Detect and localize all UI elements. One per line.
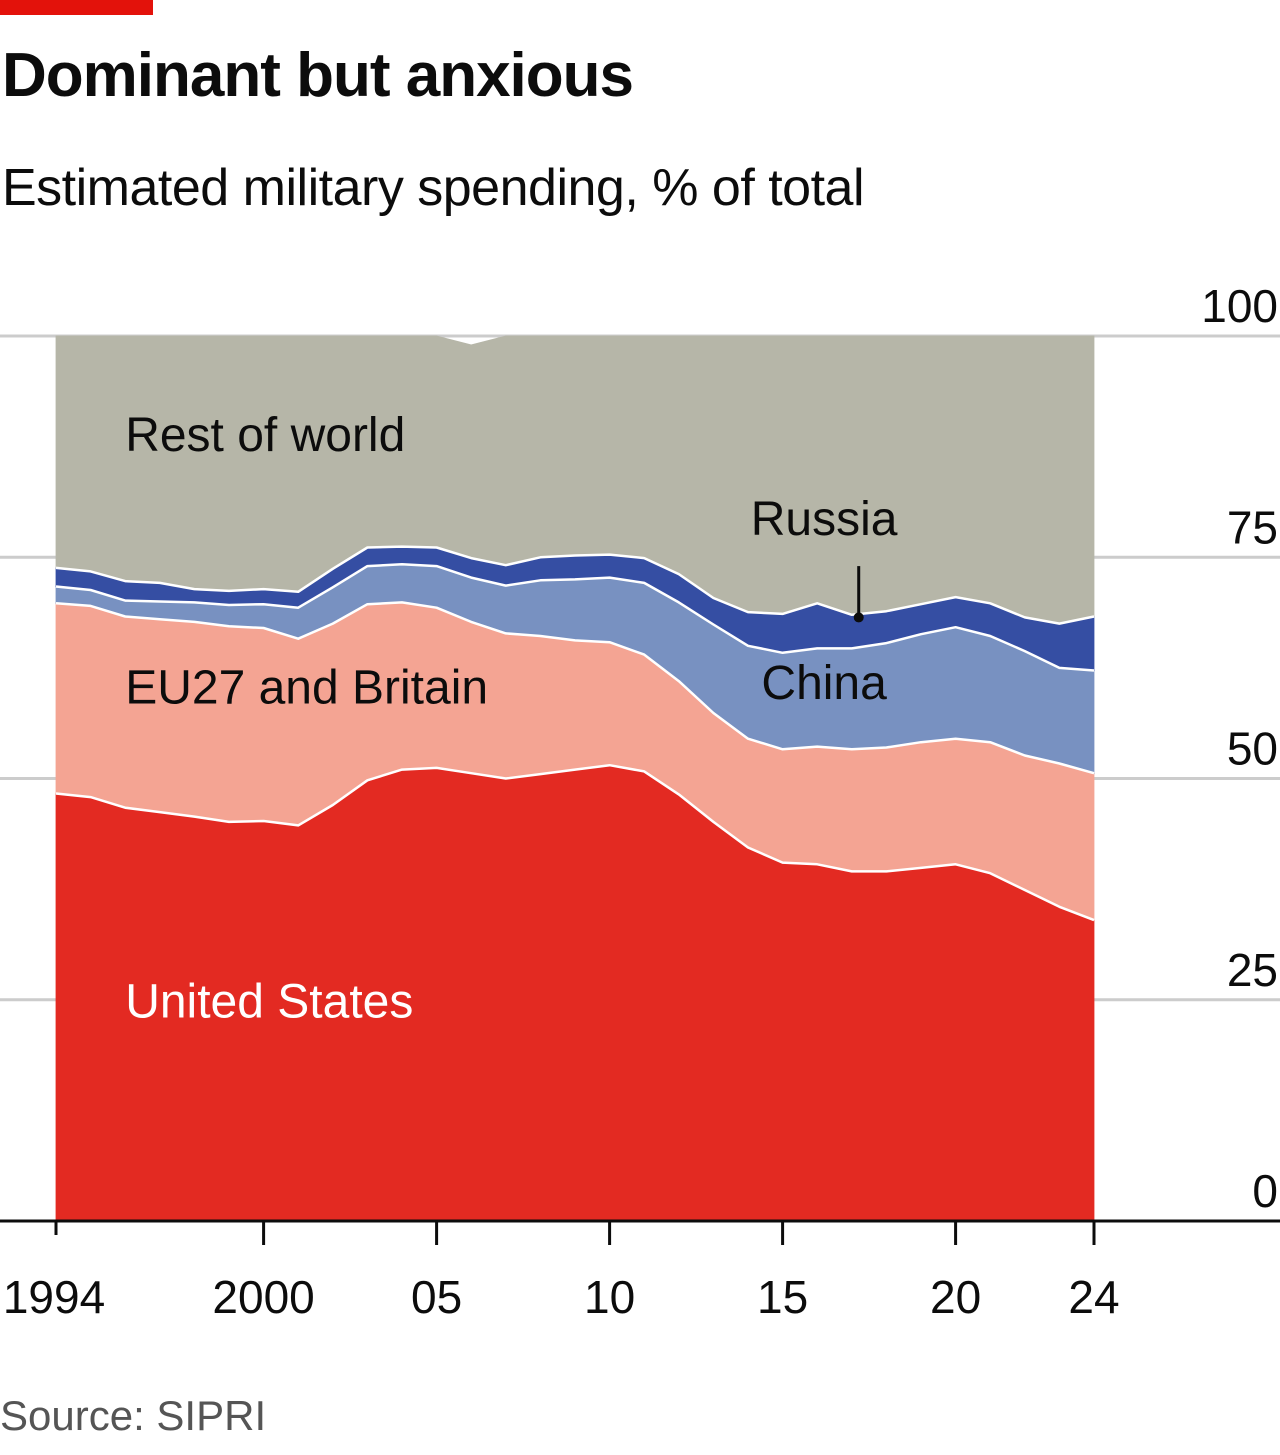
x-tick-label-2000: 2000 <box>212 1271 314 1323</box>
y-axis-ticks: 0 25 50 75 100 <box>1201 280 1278 1217</box>
y-tick-label-25: 25 <box>1227 944 1278 996</box>
boundary-top-russia <box>55 545 1095 625</box>
x-tick-label-1994: 1994 <box>3 1271 105 1323</box>
x-tick-label-2020: 20 <box>930 1271 981 1323</box>
y-tick-label-0: 0 <box>1252 1165 1278 1217</box>
boundary-top-united-states <box>55 763 1095 922</box>
x-tick-label-2010: 10 <box>584 1271 635 1323</box>
y-tick-label-100: 100 <box>1201 280 1278 332</box>
x-tick-label-2024: 24 <box>1068 1271 1119 1323</box>
area-layer <box>55 335 1095 1222</box>
brand-tag <box>0 0 153 15</box>
chart-title: Dominant but anxious <box>2 41 634 110</box>
label-eu27-and-britain: EU27 and Britain <box>125 661 488 714</box>
source-note: Source: SIPRI <box>0 1392 267 1439</box>
series-boundaries <box>55 545 1095 922</box>
y-tick-label-50: 50 <box>1227 723 1278 775</box>
label-united-states: United States <box>125 975 413 1028</box>
chart-subtitle: Estimated military spending, % of total <box>2 159 865 217</box>
series-labels: Rest of world EU27 and Britain China Russia… <box>125 409 898 1028</box>
boundary-top-eu27-and-britain <box>55 601 1095 775</box>
x-axis: 1994 2000 05 10 15 20 24 <box>0 1219 1280 1323</box>
y-tick-label-75: 75 <box>1227 501 1278 553</box>
x-tick-label-2005: 05 <box>411 1271 462 1323</box>
x-tick-label-2015: 15 <box>757 1271 808 1323</box>
label-china: China <box>761 657 887 710</box>
stacked-area-chart: 0 25 50 75 100 1994 2000 05 10 15 20 24 Rest of wo… <box>0 280 1280 1323</box>
label-russia: Russia <box>751 493 898 546</box>
russia-pointer-dot <box>853 612 864 623</box>
boundary-top-china <box>55 563 1095 672</box>
label-rest-of-world: Rest of world <box>125 409 405 462</box>
